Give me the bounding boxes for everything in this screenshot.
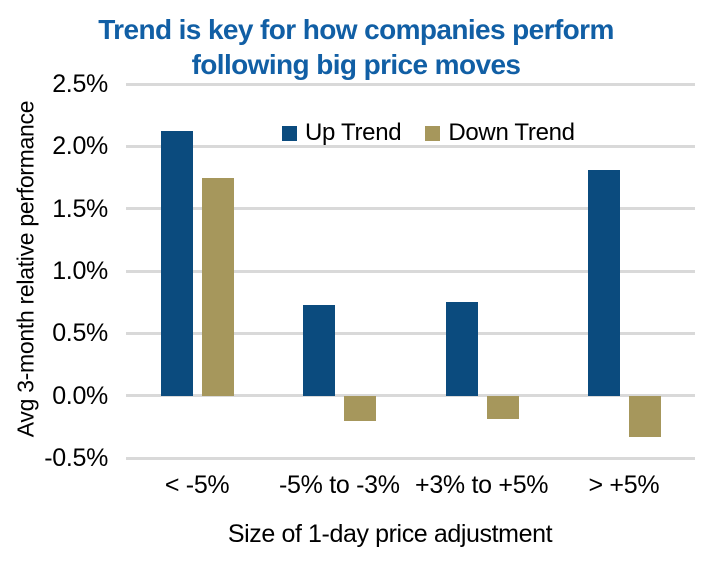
- x-axis-tick-label: < -5%: [164, 471, 230, 499]
- bar-down-trend-3: [486, 395, 519, 420]
- bar-up-trend-3: [445, 302, 478, 396]
- x-axis-tick-label: +3% to +5%: [415, 471, 549, 499]
- y-axis-tick-label: 0.5%: [52, 319, 108, 348]
- y-axis-tick-label: 1.5%: [52, 194, 108, 223]
- gridline: [126, 144, 695, 148]
- legend: Up Trend Down Trend: [282, 120, 575, 146]
- bar-down-trend-4: [628, 395, 661, 437]
- bar-up-trend-4: [587, 170, 620, 396]
- legend-item-down-trend: Down Trend: [425, 119, 575, 146]
- y-axis-tick-label: 2.0%: [52, 132, 108, 161]
- x-axis-title: Size of 1-day price adjustment: [227, 520, 553, 548]
- gridline: [126, 207, 695, 211]
- y-axis-tick-label: 1.0%: [52, 257, 108, 285]
- legend-label-up-trend: Up Trend: [305, 119, 402, 146]
- y-axis-tick-label: 2.5%: [52, 70, 108, 98]
- up-trend-swatch-icon: [282, 125, 297, 141]
- x-axis-tick-label: > +5%: [588, 471, 660, 499]
- bar-down-trend-2: [344, 395, 377, 421]
- bar-up-trend-2: [303, 304, 336, 396]
- x-axis-tick-label: -5% to -3%: [279, 471, 400, 499]
- gridline: [126, 394, 695, 398]
- down-trend-swatch-icon: [425, 125, 441, 141]
- plot-area: [126, 82, 695, 460]
- y-axis-tick-label: -0.5%: [44, 444, 108, 472]
- legend-label-down-trend: Down Trend: [448, 119, 575, 146]
- gridline: [126, 456, 695, 460]
- gridline: [126, 331, 695, 335]
- gridline: [126, 82, 695, 86]
- gridline: [126, 269, 695, 273]
- bar-down-trend-1: [202, 177, 235, 396]
- y-axis-tick-label: 0.0%: [52, 381, 108, 410]
- legend-item-up-trend: Up Trend: [282, 119, 402, 146]
- bar-up-trend-1: [161, 131, 194, 396]
- chart-title: Trend is key for how companies perform f…: [98, 14, 614, 80]
